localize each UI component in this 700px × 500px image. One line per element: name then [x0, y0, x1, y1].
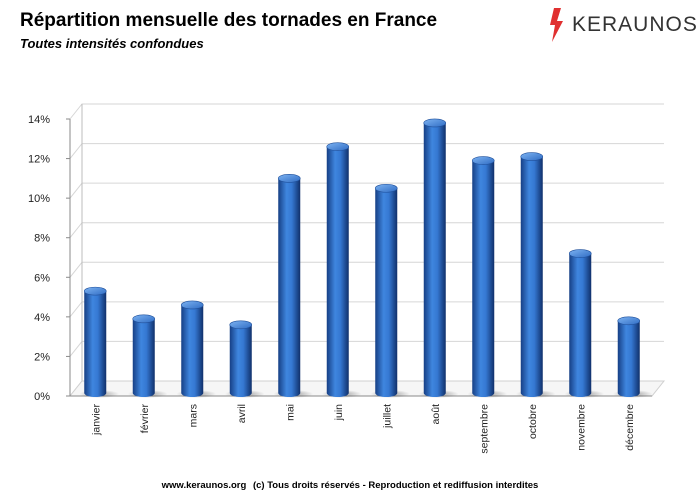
y-tick-label: 0% [34, 391, 50, 403]
bar-cap [326, 142, 350, 151]
bar [321, 142, 362, 398]
bar [467, 156, 508, 398]
x-tick-label: octobre [527, 404, 539, 439]
x-tick-label: avril [236, 404, 248, 423]
bar-cap [423, 118, 447, 128]
bar-cap [277, 174, 301, 183]
brand-logo: KERAUNOS [548, 8, 698, 42]
y-tick-label: 2% [34, 351, 50, 363]
bar [79, 286, 120, 398]
bar-cap [180, 300, 204, 310]
bar [564, 249, 605, 398]
x-tick-label: août [430, 404, 442, 425]
bar-body [181, 304, 204, 397]
bar-body [569, 253, 592, 397]
bar [418, 118, 459, 398]
y-tick-label: 8% [34, 233, 50, 245]
brand-name: KERAUNOS [572, 13, 698, 36]
bar-body [278, 178, 301, 397]
x-tick-label: juin [333, 404, 345, 422]
bar [273, 174, 314, 398]
lightning-bolt-icon [550, 8, 563, 42]
chart-title: Répartition mensuelle des tornades en Fr… [20, 10, 438, 31]
footer-site: www.keraunos.org [161, 480, 247, 491]
bar [515, 152, 556, 398]
y-tick-label: 6% [34, 272, 50, 284]
bar [127, 314, 168, 398]
bar-body [229, 324, 252, 397]
bar-cap [83, 286, 107, 296]
bar-body [520, 156, 543, 397]
bar-body [375, 188, 398, 397]
bar-body [132, 318, 155, 397]
x-tick-label: juillet [381, 404, 393, 429]
bar [612, 316, 653, 398]
bar-cap [617, 316, 641, 326]
y-tick-label: 10% [28, 193, 50, 205]
x-tick-label: février [139, 404, 151, 434]
x-tick-label: novembre [575, 404, 587, 451]
x-tick-label: décembre [624, 404, 636, 451]
gridline [69, 222, 664, 239]
bar-cap [568, 249, 592, 258]
gridline [69, 103, 664, 120]
x-tick-label: janvier [90, 404, 102, 436]
bar-body [472, 160, 495, 397]
chart-subtitle: Toutes intensités confondues [20, 36, 204, 51]
bar-cap [132, 314, 156, 324]
x-tick-label: mai [284, 404, 296, 421]
bar-cap [520, 152, 544, 161]
gridline [69, 143, 664, 159]
bar-body [326, 146, 349, 397]
gridline [69, 182, 664, 199]
bar-cap [229, 320, 253, 330]
footer-rights: (c) Tous droits réservés - Reproduction … [252, 480, 539, 491]
bar-body [84, 291, 107, 397]
bar-cap [471, 156, 495, 165]
footer: www.keraunos.org (c) Tous droits réservé… [0, 480, 700, 491]
y-tick-label: 12% [28, 154, 50, 166]
bar-body [617, 320, 640, 397]
bar [176, 300, 217, 398]
bar-body [423, 122, 446, 397]
x-tick-label: mars [187, 404, 199, 427]
y-tick-label: 14% [28, 114, 50, 126]
bar [370, 183, 411, 398]
bar-cap [374, 183, 398, 193]
x-tick-label: septembre [478, 404, 490, 454]
bar [224, 320, 265, 398]
y-tick-label: 4% [34, 312, 50, 324]
